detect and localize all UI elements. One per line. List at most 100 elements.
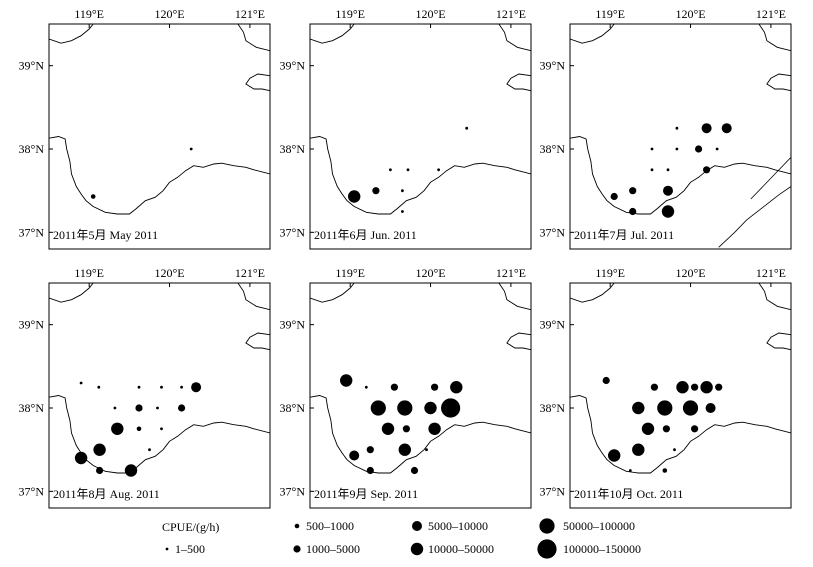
cpue-point: [401, 189, 404, 193]
latitude-tick-label: 37°N: [540, 225, 566, 239]
cpue-point: [370, 400, 386, 416]
legend-label: 10000–50000: [428, 542, 494, 556]
panel-caption: 2011年6月 Jun. 2011: [314, 228, 417, 242]
cpue-point: [431, 383, 439, 391]
cpue-point: [663, 185, 673, 196]
latitude-tick-label: 37°N: [280, 225, 306, 239]
cpue-point: [721, 123, 732, 134]
longitude-tick-label: 120°E: [154, 266, 184, 280]
coastline: [570, 24, 791, 248]
cpue-point: [180, 385, 184, 389]
cpue-point: [364, 385, 368, 389]
cpue-point: [79, 381, 83, 385]
cpue-point: [401, 210, 404, 213]
legend-item: 1–500: [165, 542, 205, 556]
cpue-point: [74, 451, 88, 465]
cpue-point: [136, 426, 142, 432]
legend-title: CPUE/(g/h): [162, 520, 219, 534]
cpue-point: [156, 406, 159, 410]
longitude-tick-label: 120°E: [154, 7, 184, 21]
longitude-tick-label: 119°E: [335, 7, 365, 21]
coastline: [570, 283, 791, 474]
cpue-point: [398, 443, 411, 456]
cpue-point: [691, 383, 699, 391]
dot-size-3-icon: [293, 545, 301, 553]
cpue-point: [610, 192, 618, 201]
cpue-point: [695, 145, 703, 153]
map-panel: 119°E 120°E 121°E 39°N 38°N 37°N 2011年9月 Sep. …: [280, 266, 532, 509]
cpue-point: [705, 403, 716, 413]
cpue-point: [372, 187, 380, 195]
cpue-point: [666, 168, 670, 172]
cpue-point: [608, 449, 621, 462]
cpue-point: [691, 425, 699, 433]
longitude-tick-label: 119°E: [74, 266, 104, 280]
cpue-point: [406, 168, 410, 172]
cpue-point: [657, 400, 673, 416]
cpue-point: [191, 382, 202, 393]
cpue-point: [682, 400, 699, 416]
longitude-tick-label: 119°E: [595, 7, 625, 21]
longitude-tick-label: 121°E: [235, 7, 265, 21]
latitude-tick-label: 37°N: [540, 484, 566, 498]
panel-caption: 2011年10月 Oct. 2011: [574, 487, 683, 501]
latitude-tick-label: 37°N: [280, 484, 306, 498]
cpue-point: [703, 166, 711, 174]
coastline: [49, 24, 270, 215]
longitude-tick-label: 120°E: [675, 266, 705, 280]
latitude-tick-label: 39°N: [19, 318, 45, 332]
latitude-tick-label: 39°N: [540, 318, 566, 332]
cpue-point: [465, 126, 469, 130]
cpue-point: [641, 422, 655, 435]
longitude-tick-label: 119°E: [595, 266, 625, 280]
legend-item: 10000–50000: [410, 542, 494, 556]
latitude-tick-label: 38°N: [280, 142, 306, 156]
legend-item: 50000–100000: [539, 518, 635, 534]
cpue-point: [662, 468, 668, 473]
latitude-tick-label: 37°N: [19, 225, 45, 239]
longitude-tick-label: 119°E: [74, 7, 104, 21]
legend-item: 100000–150000: [537, 539, 641, 559]
cpue-point: [428, 422, 441, 435]
dot-size-2-icon: [294, 523, 300, 529]
coastline: [49, 283, 270, 474]
cpue-point: [178, 404, 186, 412]
cpue-point: [632, 443, 645, 456]
longitude-tick-label: 121°E: [496, 266, 526, 280]
cpue-point: [93, 443, 106, 456]
cpue-point: [397, 400, 413, 416]
latitude-tick-label: 38°N: [280, 401, 306, 415]
cpue-point: [389, 168, 392, 172]
panel-caption: 2011年9月 Sep. 2011: [314, 487, 418, 501]
latitude-tick-label: 37°N: [19, 484, 45, 498]
map-panel: 119°E 120°E 121°E 39°N 38°N 37°N 2011年6月 Jun. …: [280, 7, 532, 250]
cpue-point: [410, 466, 419, 475]
cpue-point: [602, 376, 610, 385]
cpue-point: [715, 383, 723, 391]
cpue-point: [700, 381, 713, 394]
cpue-point: [675, 147, 679, 151]
legend-label: 5000–10000: [428, 519, 488, 533]
panel-frame: [569, 282, 792, 509]
cpue-point: [662, 425, 671, 433]
cpue-point: [390, 383, 398, 391]
cpue-point: [96, 466, 104, 475]
panel-caption: 2011年8月 Aug. 2011: [53, 487, 160, 501]
panel-frame: [309, 282, 532, 509]
longitude-tick-label: 120°E: [415, 7, 445, 21]
latitude-tick-label: 39°N: [280, 318, 306, 332]
latitude-tick-label: 38°N: [19, 401, 45, 415]
cpue-point: [366, 466, 374, 475]
cpue-point: [650, 383, 659, 391]
cpue-point: [675, 126, 679, 130]
cpue-point: [135, 404, 143, 412]
map-panel: 119°E 120°E 121°E 39°N 38°N 37°N 2011年8月 Aug. …: [19, 266, 271, 509]
latitude-tick-label: 39°N: [540, 59, 566, 73]
cpue-point: [701, 123, 712, 134]
cpue-point: [632, 401, 645, 415]
cpue-point: [137, 385, 141, 389]
latitude-tick-label: 38°N: [540, 401, 566, 415]
dot-size-4-icon: [412, 521, 422, 531]
longitude-tick-label: 120°E: [675, 7, 705, 21]
dot-size-6-icon: [539, 518, 555, 534]
